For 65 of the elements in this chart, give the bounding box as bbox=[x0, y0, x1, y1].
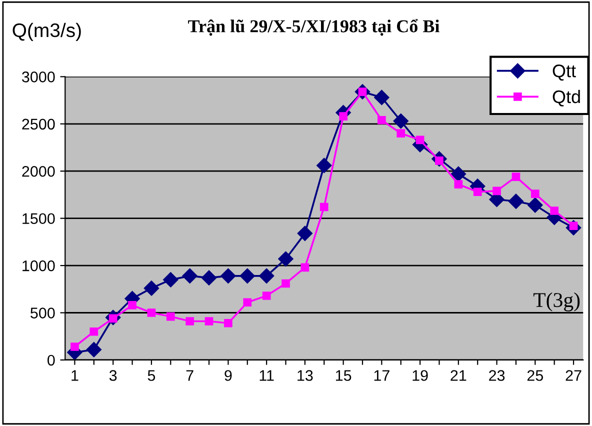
y-tick-label: 0 bbox=[48, 354, 55, 366]
point bbox=[454, 180, 463, 188]
point bbox=[220, 268, 236, 284]
x-axis-title: T(3g) bbox=[533, 292, 580, 312]
x-tick-label: 1 bbox=[72, 370, 78, 381]
y-tick-label: 1500 bbox=[22, 213, 55, 224]
chart-title: Trận lũ 29/X-5/XI/1983 tại Cổ Bi bbox=[188, 19, 440, 36]
x-tick-label: 17 bbox=[374, 370, 390, 381]
point bbox=[278, 251, 294, 266]
legend-label: Qtd bbox=[552, 90, 580, 106]
point bbox=[224, 318, 232, 328]
point bbox=[550, 206, 559, 215]
x-tick-label: 7 bbox=[186, 370, 194, 381]
point bbox=[374, 90, 390, 106]
point bbox=[396, 129, 406, 138]
y-tick-label: 1000 bbox=[22, 260, 55, 272]
point bbox=[90, 327, 98, 336]
x-tick-label: 21 bbox=[450, 370, 466, 381]
x-tick-label: 11 bbox=[260, 370, 274, 381]
y-tick-label: 3000 bbox=[22, 72, 55, 82]
y-axis-title: Q(m3/s) bbox=[12, 22, 81, 42]
point bbox=[70, 342, 79, 351]
point bbox=[300, 263, 310, 272]
x-tick-label: 9 bbox=[224, 370, 232, 381]
point bbox=[147, 308, 156, 317]
point bbox=[186, 317, 194, 326]
x-tick-label: 23 bbox=[489, 370, 505, 381]
point bbox=[86, 342, 102, 358]
legend-label: Qtt bbox=[552, 64, 576, 81]
x-tick-label: 5 bbox=[148, 370, 156, 381]
point bbox=[166, 312, 175, 321]
point bbox=[530, 190, 540, 198]
point bbox=[528, 198, 543, 213]
point bbox=[282, 279, 290, 288]
point bbox=[240, 268, 255, 284]
point bbox=[204, 317, 214, 326]
point bbox=[508, 194, 524, 209]
point bbox=[297, 226, 313, 242]
x-tick-label: 25 bbox=[527, 370, 544, 381]
point bbox=[339, 112, 348, 121]
point bbox=[144, 280, 160, 296]
point bbox=[416, 136, 424, 144]
point bbox=[393, 113, 408, 129]
x-tick-label: 13 bbox=[298, 370, 313, 381]
point bbox=[163, 272, 178, 288]
point bbox=[262, 292, 271, 300]
x-tick-label: 3 bbox=[109, 370, 117, 381]
x-tick-label: 15 bbox=[336, 370, 352, 381]
point bbox=[450, 166, 466, 182]
point bbox=[512, 172, 520, 181]
point bbox=[201, 270, 217, 286]
y-tick-label: 2500 bbox=[22, 118, 55, 130]
point bbox=[128, 301, 136, 310]
point bbox=[182, 268, 198, 284]
x-tick-label: 27 bbox=[566, 370, 582, 381]
point bbox=[492, 186, 501, 196]
x-tick-label: 19 bbox=[412, 370, 428, 381]
y-tick-label: 500 bbox=[30, 308, 55, 318]
point bbox=[243, 298, 252, 307]
point bbox=[473, 188, 482, 196]
point bbox=[378, 116, 386, 124]
point bbox=[258, 268, 274, 284]
y-tick-label: 2000 bbox=[22, 166, 55, 177]
point bbox=[316, 158, 332, 174]
point bbox=[320, 202, 328, 212]
